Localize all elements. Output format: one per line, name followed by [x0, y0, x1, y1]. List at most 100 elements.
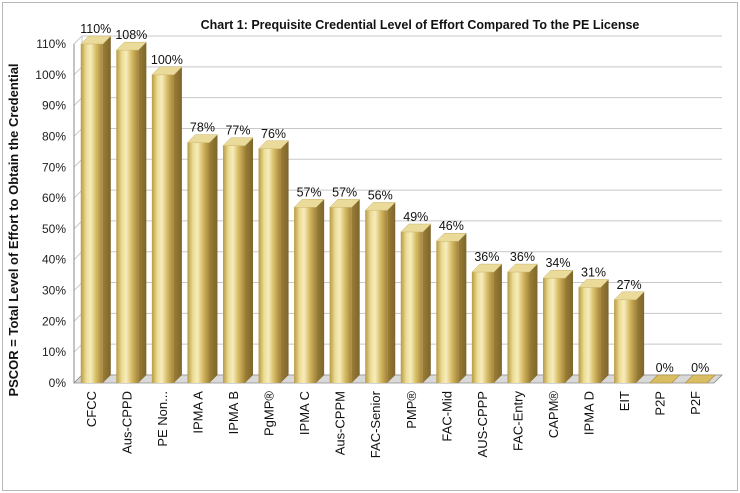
data-label: 110% [80, 22, 111, 36]
bar [471, 263, 503, 383]
bar [542, 269, 574, 383]
x-tick-label: PgMP® [262, 391, 277, 436]
gridline-side [73, 97, 83, 106]
bar-top [329, 199, 361, 208]
bar-front [436, 241, 459, 383]
bar-top [577, 279, 610, 288]
gridline-side [73, 66, 83, 76]
bar-top [257, 140, 290, 150]
x-tick-label: CFCC [84, 391, 99, 427]
data-label: 46% [439, 219, 464, 233]
bar-top [506, 263, 539, 273]
bar-top [80, 35, 112, 45]
bar-top [186, 134, 219, 143]
y-tick-label: 50% [42, 222, 66, 236]
x-tick-label: IPMA D [582, 391, 597, 435]
bar-side [102, 36, 111, 383]
bar-side [245, 137, 254, 383]
x-tick-label: Aus-CPPD [119, 391, 134, 454]
x-axis-ticks: CFCC Aus-CPPD PE Non... IPMA A IPMA B PgMP® IP… [84, 390, 703, 458]
bar-top [151, 66, 183, 76]
bar-front [542, 278, 566, 383]
x-tick-label: FAC-Senior [368, 390, 383, 458]
data-label: 56% [368, 188, 393, 202]
gridline-side [73, 158, 83, 168]
bar-front [507, 272, 530, 383]
bar-side [422, 223, 431, 383]
bar-top [364, 202, 396, 211]
y-tick-label: 20% [42, 314, 66, 328]
data-label: 0% [656, 361, 674, 375]
bar-front [471, 272, 494, 383]
bar [80, 35, 112, 383]
x-tick-label: IPMA B [226, 391, 241, 434]
data-label: 0% [691, 361, 709, 375]
bar-front [80, 44, 103, 383]
x-tick-label: PE Non... [155, 391, 170, 447]
data-label: 78% [190, 121, 215, 135]
x-tick-label: IPMA A [190, 391, 205, 434]
bar-front [187, 142, 210, 383]
bar-top [648, 374, 681, 384]
bar [186, 134, 219, 383]
bar-side [351, 199, 360, 383]
data-label: 27% [617, 278, 642, 292]
gridline-side [73, 220, 83, 230]
data-labels: 110% 108% 100% 78% 77% 76% 57% 57% 56% 49% 46% 36% 3… [80, 22, 709, 375]
x-tick-label: FAC-Entry [510, 391, 525, 451]
y-tick-label: 70% [42, 160, 66, 174]
chart-title: Chart 1: Prequisite Credential Level of … [201, 18, 640, 32]
x-tick-label: CAPM® [546, 391, 561, 439]
y-tick-label: 30% [42, 284, 66, 298]
bar [684, 374, 716, 384]
y-axis-ticks: 0% 10% 20% 30% 40% 50% 60% 70% 80% 90% 100% 110% [35, 37, 66, 390]
bar-top [115, 41, 147, 51]
bar-front [116, 50, 139, 383]
bar-side [493, 264, 502, 383]
bar [293, 199, 325, 383]
bar-front [151, 74, 174, 384]
bar-top [684, 374, 716, 384]
bar-top [400, 223, 432, 233]
x-tick-label: PMP® [404, 391, 419, 429]
bar-top [613, 291, 645, 301]
bar-front [222, 145, 246, 383]
data-label: 57% [297, 185, 322, 199]
bar [364, 202, 396, 383]
y-tick-label: 110% [36, 37, 66, 51]
bar-front [400, 231, 423, 383]
data-label: 57% [332, 185, 357, 199]
bar-top [222, 137, 254, 146]
y-tick-label: 10% [42, 345, 66, 359]
bar [648, 374, 681, 384]
bar-side [387, 202, 396, 383]
bar-side [565, 270, 574, 383]
y-axis-title: PSCOR = Total Level of Effort to Obtain … [6, 63, 21, 396]
data-label: 31% [581, 265, 606, 279]
y-tick-label: 40% [42, 253, 66, 267]
bar-side [138, 42, 147, 383]
bar [400, 223, 432, 383]
bar-side [600, 279, 609, 383]
data-label: 108% [115, 28, 147, 42]
y-tick-label: 90% [42, 99, 66, 113]
bar-side [636, 291, 645, 383]
bar-side [316, 199, 325, 383]
bar [257, 140, 290, 383]
data-label: 49% [403, 210, 428, 224]
bar-front [365, 210, 388, 383]
bar-side [209, 134, 218, 383]
gridline-side [73, 343, 83, 353]
bar [577, 279, 610, 383]
bar-front [614, 299, 637, 383]
x-tick-label: IPMA C [297, 391, 312, 435]
bar [222, 137, 254, 383]
bar [115, 41, 147, 383]
y-tick-label: 60% [42, 191, 66, 205]
bar-front [578, 287, 601, 383]
bar [613, 291, 645, 383]
x-tick-label: AUS-CPPP [475, 391, 490, 457]
bar-top [542, 269, 574, 279]
gridline-side [73, 128, 83, 137]
